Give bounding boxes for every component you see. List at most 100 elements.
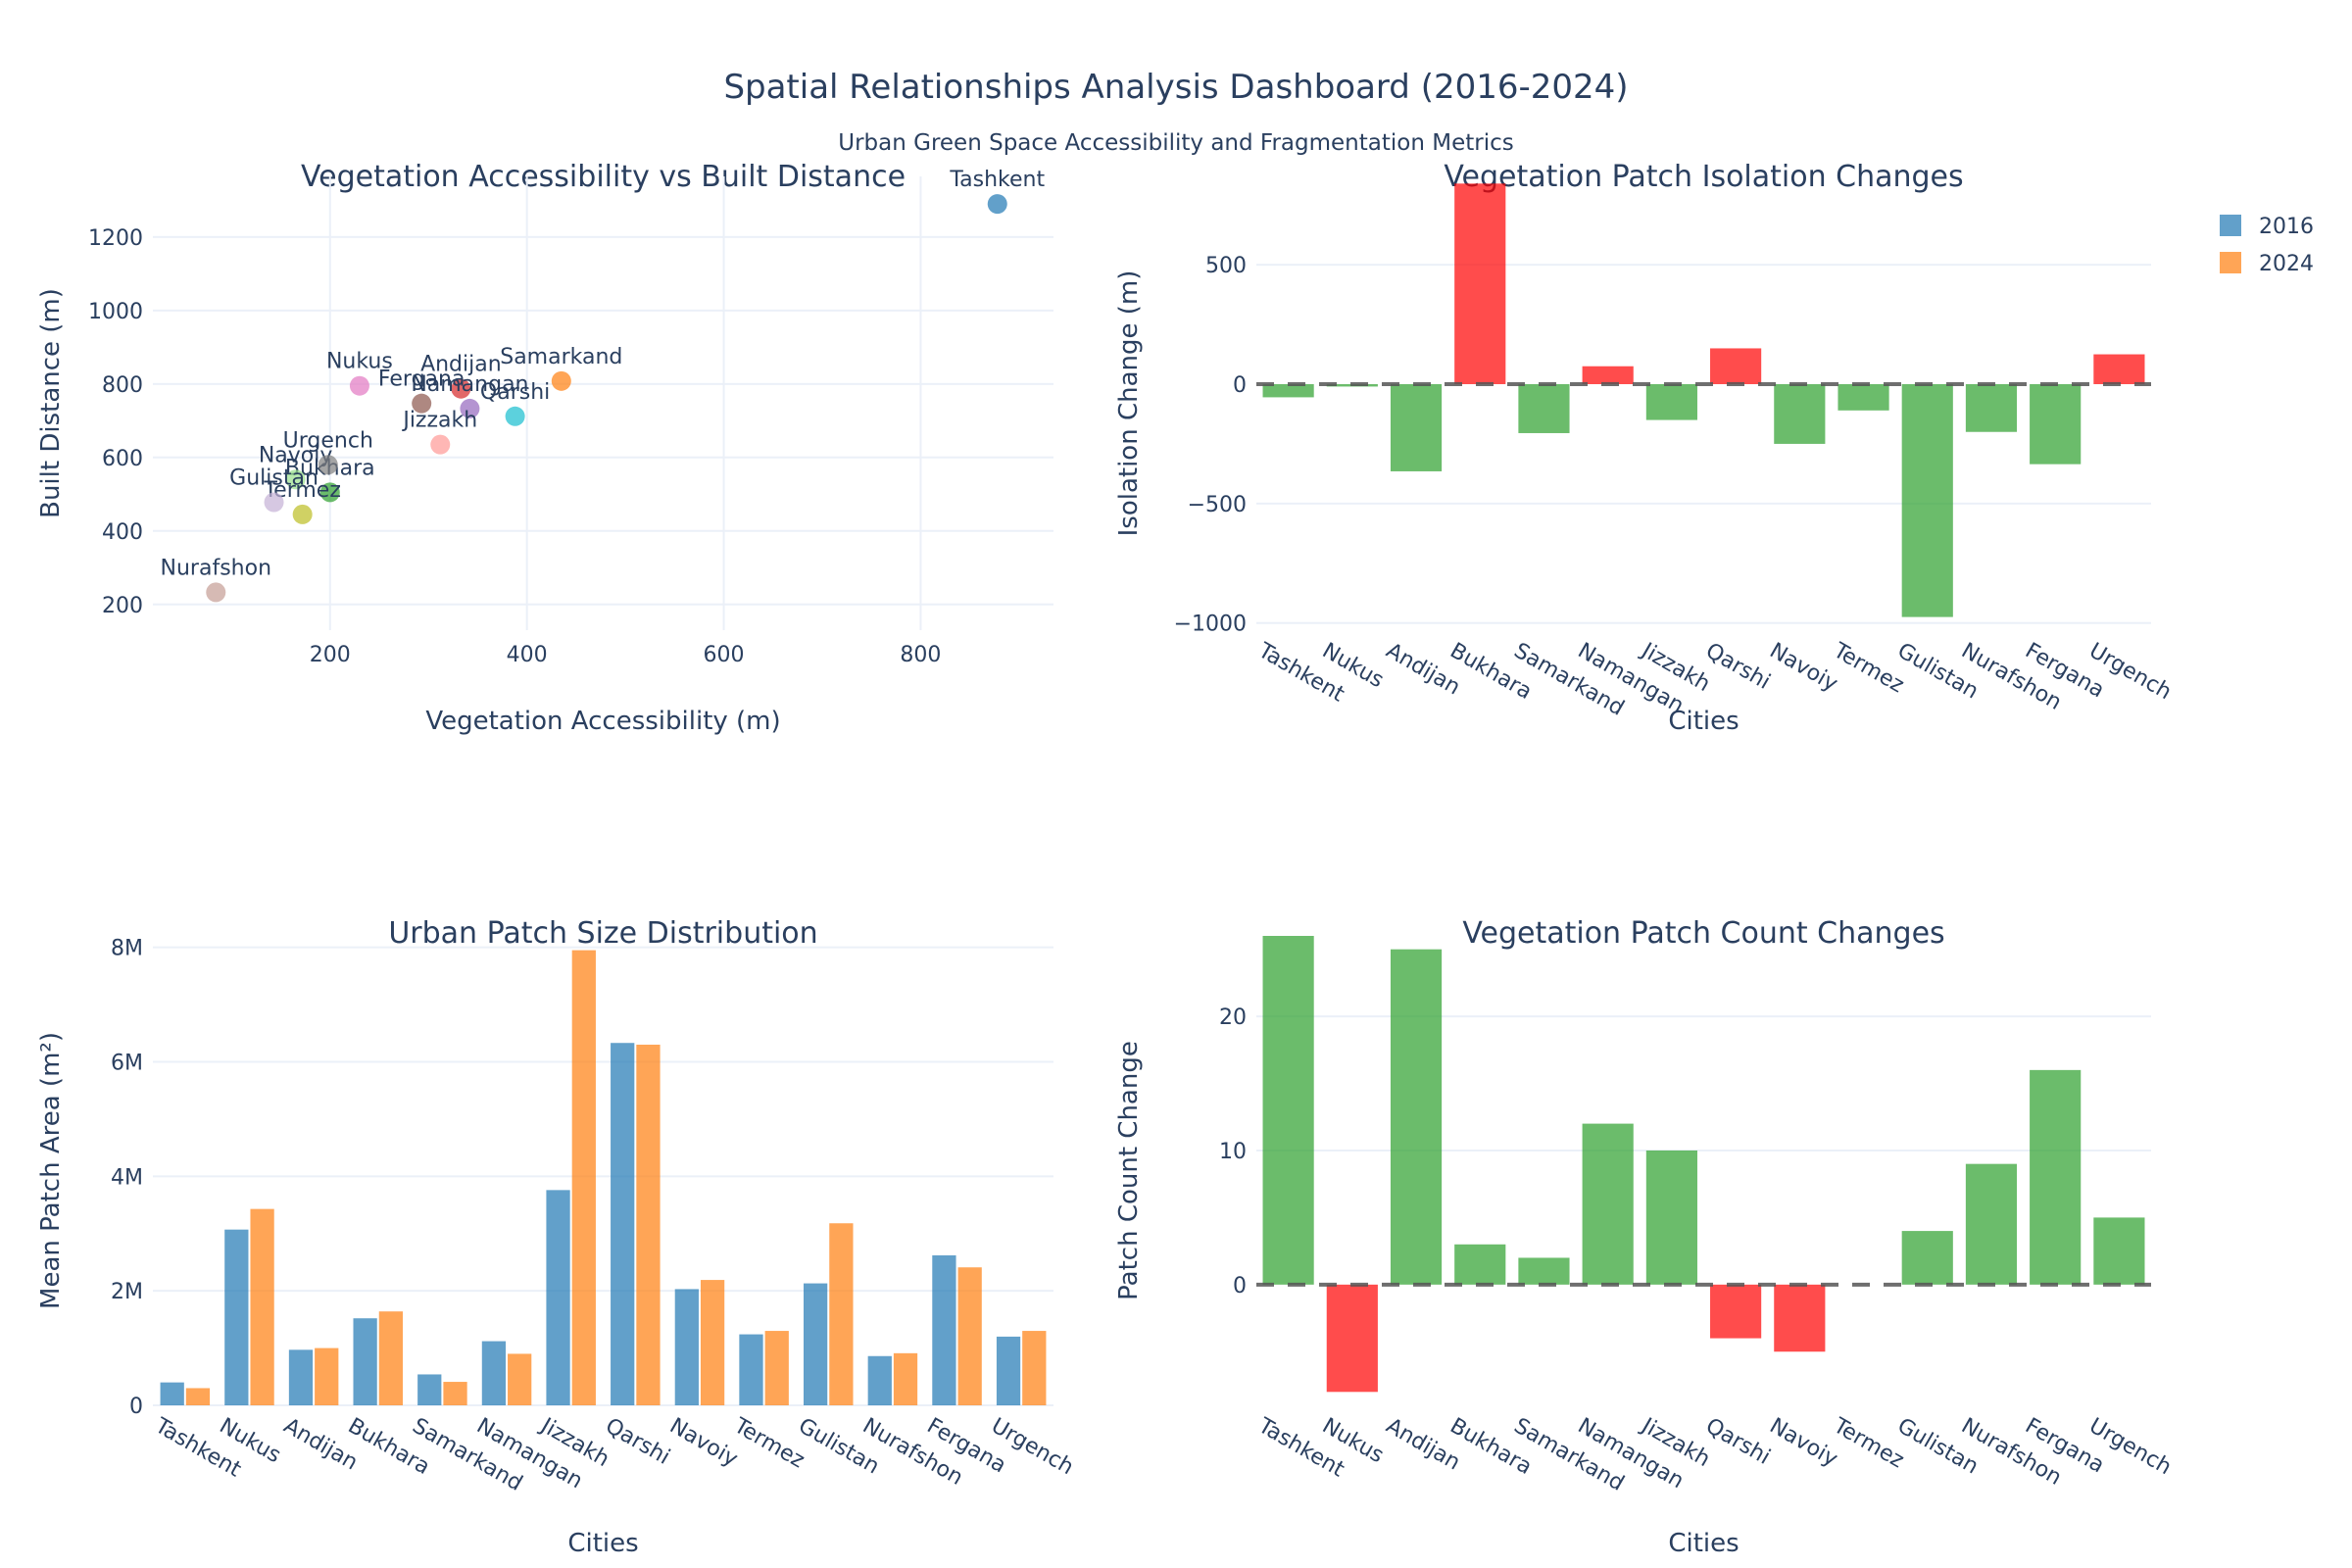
legend-swatch-2024 [2220,252,2241,273]
bar-decrease [1710,1284,1762,1339]
bar-increase [1582,366,1634,385]
y-tick-label: −1000 [1174,612,1247,637]
point-label: Nurafshon [161,556,271,580]
scatter-point [206,582,226,603]
scatter-point [987,194,1007,215]
dashboard-title: Spatial Relationships Analysis Dashboard… [723,68,1628,107]
y-tick-label: 0 [129,1395,143,1419]
bar-2024 [636,1044,661,1405]
legend-swatch-2016 [2220,215,2241,236]
x-tick-label: Navoiy [1765,1414,1841,1472]
x-tick-label: Qarshi [601,1414,673,1470]
point-label: Andijan [420,353,502,377]
bar-2024 [443,1382,467,1405]
y-tick-label: 0 [1233,1274,1247,1298]
scatter-point [412,393,432,414]
y-tick-label: 0 [1233,373,1247,398]
legend-item-2016[interactable]: 2016 [2220,215,2314,239]
bar-2016 [288,1349,314,1405]
point-label: Urgench [283,428,373,453]
bar-2016 [739,1334,763,1405]
dashboard-subtitle: Urban Green Space Accessibility and Frag… [838,130,1513,156]
y-tick-label: 20 [1219,1005,1247,1030]
patch-size-panel: Urban Patch Size Distribution Cities Mea… [36,916,1078,1558]
x-tick-label: Termez [1829,638,1908,698]
y-tick-label: 600 [102,447,143,471]
bar-decrease [1390,384,1443,471]
x-tick-label: Termez [1829,1413,1908,1473]
scatter-panel: Vegetation Accessibility vs Built Distan… [36,160,1054,736]
x-tick-label: 400 [507,643,548,667]
bar-2024 [378,1311,404,1405]
patch-count-y-axis-label: Patch Count Change [1114,1041,1144,1300]
scatter-point [292,504,313,524]
bar-increase [1901,1231,1953,1285]
bar-2016 [546,1190,570,1405]
point-label: Namangan [411,372,528,397]
legend-label-2024: 2024 [2259,252,2314,276]
scatter-x-axis-label: Vegetation Accessibility (m) [425,707,780,736]
bar-2016 [353,1318,377,1405]
bar-2016 [803,1283,828,1405]
scatter-title: Vegetation Accessibility vs Built Distan… [301,160,906,194]
patch-count-x-axis-label: Cities [1668,1529,1739,1558]
legend-item-2024[interactable]: 2024 [2220,252,2314,276]
bar-2024 [250,1208,274,1405]
legend-label-2016: 2016 [2259,215,2314,239]
bar-increase [1390,949,1443,1285]
bar-2024 [185,1388,211,1405]
y-tick-label: 6M [111,1052,143,1076]
bar-increase [1454,1244,1506,1285]
patch-size-title: Urban Patch Size Distribution [388,916,817,951]
bar-decrease [1774,1284,1826,1352]
bar-2016 [611,1043,635,1405]
y-tick-label: 1200 [88,226,143,251]
bar-2024 [315,1348,339,1405]
bar-decrease [1965,384,2018,432]
bar-decrease [1901,384,1953,617]
bar-2016 [481,1341,507,1405]
bar-2016 [996,1336,1021,1405]
bar-2016 [932,1254,956,1405]
bar-decrease [2030,384,2082,465]
scatter-point [285,469,306,490]
isolation-x-axis-label: Cities [1668,707,1739,736]
bar-2016 [224,1229,249,1405]
bar-increase [1645,1150,1697,1285]
legend[interactable]: 2016 2024 [2220,215,2314,276]
y-tick-label: −500 [1188,493,1247,517]
bar-2024 [893,1352,918,1405]
bar-decrease [1774,384,1826,444]
x-tick-label: Qarshi [1701,639,1774,695]
x-tick-label: Andijan [279,1414,362,1476]
scatter-point [319,482,340,503]
y-tick-label: 800 [102,373,143,398]
bar-2024 [508,1353,532,1405]
patch-count-panel: Vegetation Patch Count Changes Cities Pa… [1114,916,2176,1558]
x-tick-label: Qarshi [1701,1414,1774,1470]
bar-2024 [1022,1331,1047,1405]
bar-2016 [867,1355,892,1405]
y-tick-label: 1000 [88,300,143,324]
bar-increase [1710,348,1762,385]
bar-2024 [764,1331,789,1405]
bar-2016 [417,1374,442,1405]
bar-increase [2093,1217,2145,1285]
y-tick-label: 4M [111,1165,143,1190]
scatter-point [460,398,480,418]
scatter-point [505,406,525,426]
bar-2016 [674,1289,699,1405]
bar-decrease [1262,384,1314,398]
y-tick-label: 2M [111,1280,143,1304]
point-label: Samarkand [500,345,622,369]
bar-increase [1262,936,1314,1285]
scatter-point [551,370,571,391]
x-tick-label: 200 [310,643,351,667]
point-label: Tashkent [949,168,1045,192]
bar-increase [1454,183,1506,385]
isolation-y-axis-label: Isolation Change (m) [1114,270,1144,537]
scatter-point [451,378,471,399]
bar-decrease [1838,384,1889,411]
bar-decrease [1645,384,1697,420]
